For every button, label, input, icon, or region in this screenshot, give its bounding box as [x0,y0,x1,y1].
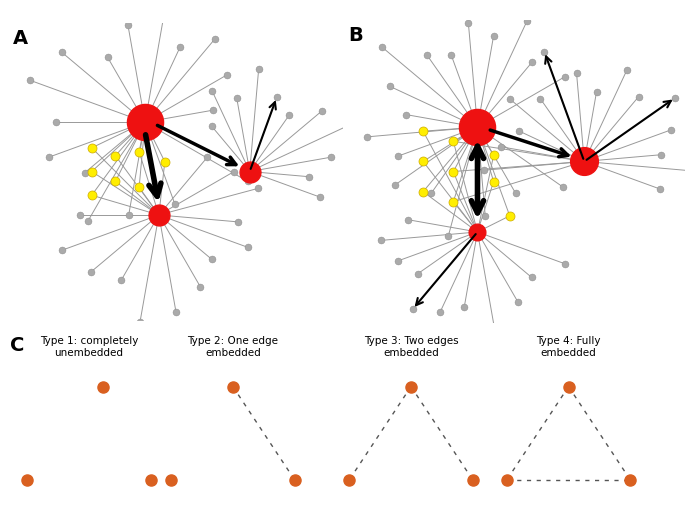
Text: C: C [10,336,25,355]
Text: Type 4: Fully
embedded: Type 4: Fully embedded [536,336,601,358]
Text: A: A [13,29,28,48]
Text: Type 2: One edge
embedded: Type 2: One edge embedded [188,336,278,358]
Text: Type 1: completely
unembedded: Type 1: completely unembedded [40,336,138,358]
Text: B: B [349,27,363,46]
Text: Type 3: Two edges
embedded: Type 3: Two edges embedded [364,336,458,358]
